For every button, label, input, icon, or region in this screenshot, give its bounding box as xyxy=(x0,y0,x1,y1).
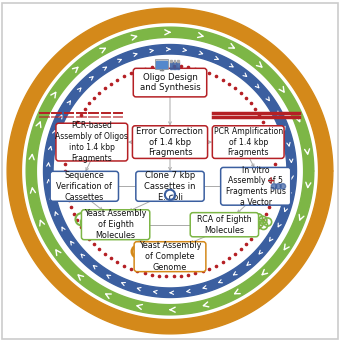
Circle shape xyxy=(280,184,286,189)
Text: Yeast Assembly
of Eighth
Molecules: Yeast Assembly of Eighth Molecules xyxy=(84,209,147,240)
FancyBboxPatch shape xyxy=(82,210,150,240)
FancyBboxPatch shape xyxy=(50,171,119,201)
Text: Clone 7 kbp
Cassettes in
E. coli: Clone 7 kbp Cassettes in E. coli xyxy=(144,171,196,201)
Text: In vitro
Assembly of 5
Fragments Plus
a Vector: In vitro Assembly of 5 Fragments Plus a … xyxy=(226,166,286,207)
Polygon shape xyxy=(44,44,296,298)
Text: RCA of Eighth
Molecules: RCA of Eighth Molecules xyxy=(197,215,252,235)
FancyBboxPatch shape xyxy=(212,126,284,158)
Bar xyxy=(170,60,172,62)
Text: Oligo Design
and Synthesis: Oligo Design and Synthesis xyxy=(140,73,200,92)
Circle shape xyxy=(271,184,277,189)
FancyBboxPatch shape xyxy=(134,242,206,272)
Polygon shape xyxy=(7,8,333,334)
Circle shape xyxy=(276,184,281,189)
FancyBboxPatch shape xyxy=(190,213,258,237)
Polygon shape xyxy=(26,27,314,315)
Bar xyxy=(156,61,167,68)
Text: PCR-based
Assembly of Oligos
into 1.4 kbp
Fragments: PCR-based Assembly of Oligos into 1.4 kb… xyxy=(55,121,128,163)
Text: Sequence
Verification of
Cassettes: Sequence Verification of Cassettes xyxy=(56,171,112,201)
Circle shape xyxy=(70,71,270,271)
Bar xyxy=(177,62,179,69)
FancyBboxPatch shape xyxy=(133,68,207,97)
Text: Error Correction
of 1.4 kbp
Fragments: Error Correction of 1.4 kbp Fragments xyxy=(136,127,204,157)
Bar xyxy=(170,62,172,69)
Text: +: + xyxy=(267,175,275,185)
FancyBboxPatch shape xyxy=(133,126,207,158)
Text: PCR Amplification
of 1.4 kbp
Fragments: PCR Amplification of 1.4 kbp Fragments xyxy=(214,127,283,157)
FancyBboxPatch shape xyxy=(221,168,291,205)
Bar xyxy=(174,60,175,62)
Text: Yeast Assembly
of Complete
Genome: Yeast Assembly of Complete Genome xyxy=(139,241,201,272)
Bar xyxy=(177,60,179,62)
FancyBboxPatch shape xyxy=(56,123,128,161)
FancyBboxPatch shape xyxy=(136,171,204,201)
Bar xyxy=(173,62,176,69)
Bar xyxy=(155,60,168,69)
